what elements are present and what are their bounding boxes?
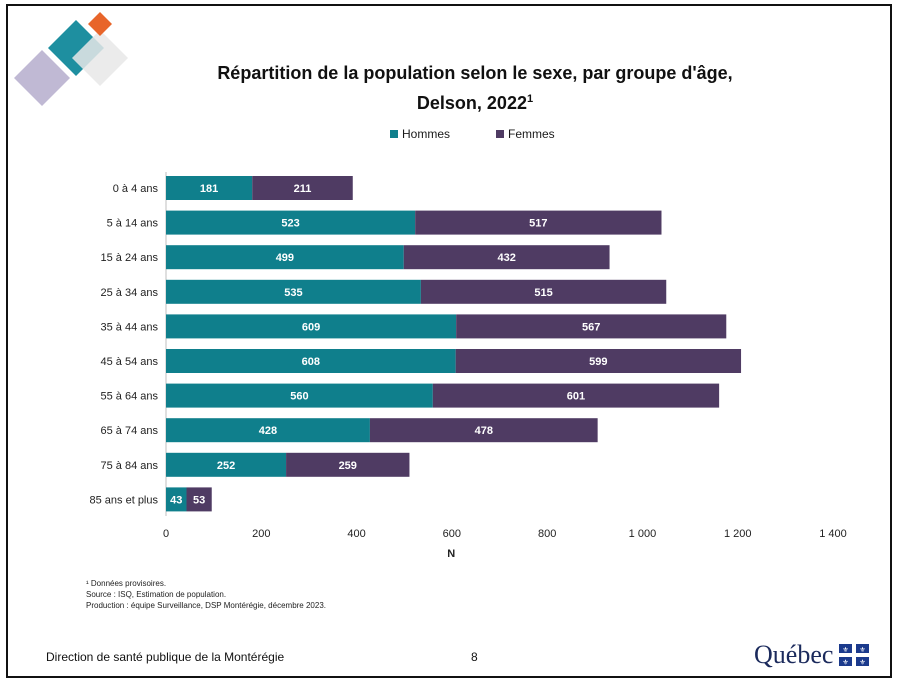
quebec-logo: Québec ⚜ ⚜ ⚜ ⚜ bbox=[754, 640, 870, 670]
footnote-production: Production : équipe Surveillance, DSP Mo… bbox=[86, 601, 326, 610]
legend-swatch-femmes bbox=[496, 130, 505, 138]
bar-hommes-85-ans-et-plus bbox=[166, 487, 187, 512]
data-label-hommes-45-54-ans: 608 bbox=[302, 356, 320, 368]
svg-text:⚜: ⚜ bbox=[843, 659, 849, 667]
decorative-diamonds-logo bbox=[14, 12, 128, 106]
data-label-femmes-85-ans-et-plus: 53 bbox=[193, 494, 205, 506]
bar-hommes-55-64-ans bbox=[166, 383, 433, 408]
bar-femmes-25-34-ans bbox=[420, 279, 667, 304]
title-line-2: Delson, 20221 bbox=[416, 93, 534, 113]
fleurdelise-flag-icon: ⚜ ⚜ ⚜ ⚜ bbox=[839, 644, 870, 667]
svg-text:⚜: ⚜ bbox=[860, 659, 866, 667]
data-label-femmes-5-14-ans: 517 bbox=[529, 218, 547, 230]
data-label-femmes-35-44-ans: 567 bbox=[582, 321, 600, 333]
y-tick-label-45-54-ans: 45 à 54 ans bbox=[101, 356, 159, 368]
slide-frame bbox=[6, 4, 892, 678]
data-label-femmes-45-54-ans: 599 bbox=[589, 356, 607, 368]
y-tick-label-0-4-ans: 0 à 4 ans bbox=[113, 183, 159, 195]
title-line-1: Répartition de la population selon le se… bbox=[217, 63, 733, 83]
quebec-wordmark: Québec bbox=[754, 640, 834, 669]
bar-femmes-15-24-ans bbox=[403, 245, 610, 270]
bar-femmes-65-74-ans bbox=[369, 418, 598, 443]
svg-text:⚜: ⚜ bbox=[843, 646, 849, 654]
bar-hommes-25-34-ans bbox=[166, 279, 421, 304]
bar-femmes-35-44-ans bbox=[456, 314, 727, 339]
data-label-femmes-15-24-ans: 432 bbox=[497, 252, 515, 264]
data-label-femmes-25-34-ans: 515 bbox=[534, 287, 552, 299]
y-tick-label-85-ans-et-plus: 85 ans et plus bbox=[90, 494, 159, 506]
data-label-femmes-75-84-ans: 259 bbox=[339, 460, 357, 472]
y-tick-label-5-14-ans: 5 à 14 ans bbox=[107, 218, 159, 230]
data-label-hommes-75-84-ans: 252 bbox=[217, 460, 235, 472]
x-tick-label-400: 400 bbox=[347, 528, 365, 540]
bar-hommes-35-44-ans bbox=[166, 314, 457, 339]
bar-femmes-55-64-ans bbox=[432, 383, 720, 408]
x-tick-label-200: 200 bbox=[252, 528, 270, 540]
data-label-hommes-15-24-ans: 499 bbox=[276, 252, 294, 264]
y-tick-label-35-44-ans: 35 à 44 ans bbox=[101, 321, 159, 333]
bar-hommes-15-24-ans bbox=[166, 245, 404, 270]
legend-item-hommes: Hommes bbox=[390, 127, 450, 141]
x-axis-label: N bbox=[447, 548, 455, 560]
data-label-hommes-0-4-ans: 181 bbox=[200, 183, 218, 195]
bar-femmes-0-4-ans bbox=[252, 176, 353, 200]
bar-femmes-5-14-ans bbox=[415, 210, 662, 235]
data-label-hommes-5-14-ans: 523 bbox=[281, 218, 299, 230]
y-tick-label-15-24-ans: 15 à 24 ans bbox=[101, 252, 159, 264]
legend-label-hommes: Hommes bbox=[402, 127, 451, 141]
bar-hommes-65-74-ans bbox=[166, 418, 370, 443]
bar-femmes-75-84-ans bbox=[286, 452, 410, 477]
x-tick-label-1200: 1 200 bbox=[724, 528, 752, 540]
y-tick-label-55-64-ans: 55 à 64 ans bbox=[101, 391, 159, 403]
legend-item-femmes: Femmes bbox=[496, 127, 555, 141]
footnotes: ¹ Données provisoires. Source : ISQ, Est… bbox=[86, 578, 326, 611]
bar-hommes-0-4-ans bbox=[166, 176, 253, 200]
data-label-femmes-65-74-ans: 478 bbox=[475, 425, 493, 437]
data-label-femmes-0-4-ans: 211 bbox=[294, 183, 312, 195]
legend-swatch-hommes bbox=[390, 130, 398, 138]
footnote-provisional: ¹ Données provisoires. bbox=[86, 579, 167, 588]
y-tick-label-25-34-ans: 25 à 34 ans bbox=[101, 287, 159, 299]
footnote-source: Source : ISQ, Estimation de population. bbox=[86, 590, 227, 599]
svg-text:⚜: ⚜ bbox=[860, 646, 866, 654]
footer-organization: Direction de santé publique de la Montér… bbox=[46, 650, 285, 664]
bar-hommes-75-84-ans bbox=[166, 452, 287, 477]
data-label-hommes-65-74-ans: 428 bbox=[259, 425, 277, 437]
data-label-hommes-25-34-ans: 535 bbox=[284, 287, 302, 299]
legend-label-femmes: Femmes bbox=[508, 127, 555, 141]
chart-legend: Hommes Femmes bbox=[390, 127, 555, 141]
x-tick-label-0: 0 bbox=[163, 528, 169, 540]
footer-page-number: 8 bbox=[471, 650, 478, 664]
data-label-hommes-55-64-ans: 560 bbox=[290, 391, 308, 403]
data-label-hommes-85-ans-et-plus: 43 bbox=[170, 494, 182, 506]
x-tick-label-1000: 1 000 bbox=[629, 528, 657, 540]
data-label-hommes-35-44-ans: 609 bbox=[302, 321, 320, 333]
bar-hommes-45-54-ans bbox=[166, 349, 456, 373]
data-label-femmes-55-64-ans: 601 bbox=[567, 391, 585, 403]
x-tick-label-600: 600 bbox=[443, 528, 461, 540]
bar-femmes-85-ans-et-plus bbox=[186, 487, 212, 512]
x-tick-label-800: 800 bbox=[538, 528, 556, 540]
title-footnote-mark: 1 bbox=[526, 93, 534, 105]
x-tick-label-1400: 1 400 bbox=[819, 528, 847, 540]
bar-hommes-5-14-ans bbox=[166, 210, 416, 235]
chart-title: Répartition de la population selon le se… bbox=[170, 60, 780, 116]
y-tick-label-65-74-ans: 65 à 74 ans bbox=[101, 425, 159, 437]
bar-femmes-45-54-ans bbox=[455, 349, 742, 373]
y-tick-label-75-84-ans: 75 à 84 ans bbox=[101, 460, 159, 472]
